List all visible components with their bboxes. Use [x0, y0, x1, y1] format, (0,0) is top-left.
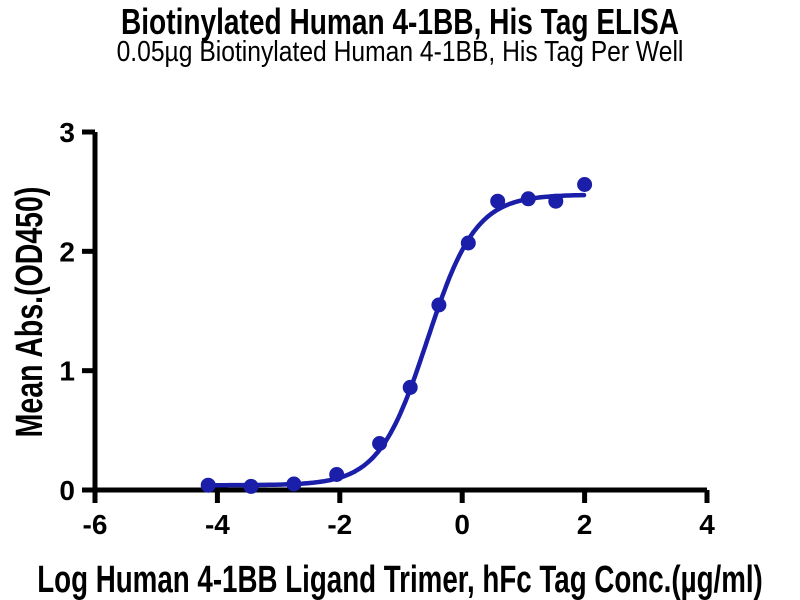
axis-spines	[92, 132, 707, 493]
x-axis-tick-label: -6	[83, 509, 108, 540]
data-point-marker	[548, 193, 564, 209]
data-point-marker	[577, 177, 593, 192]
chart-title: Biotinylated Human 4-1BB, His Tag ELISA	[120, 1, 680, 42]
axes-layer: -6 -4 -2 0 2 4 0 1 2 3	[59, 117, 715, 540]
y-axis-tick-label: 0	[59, 475, 75, 506]
chart-subtitle: 0.05µg Biotinylated Human 4-1BB, His Tag…	[116, 36, 684, 68]
y-axis-tick-label: 2	[59, 236, 75, 267]
fit-curve-line	[204, 192, 587, 488]
x-axis-tick-label: 0	[454, 509, 470, 540]
data-points-layer	[200, 177, 593, 494]
x-axis-tick-label: 4	[699, 509, 715, 540]
data-point-marker	[200, 477, 216, 493]
data-point-marker	[372, 436, 388, 451]
x-axis-title: Log Human 4-1BB Ligand Trimer, hFc Tag C…	[37, 559, 763, 600]
y-axis-tick-label: 3	[59, 117, 75, 148]
data-point-marker	[460, 235, 476, 251]
data-point-marker	[329, 467, 345, 482]
fit-curve-layer	[204, 192, 587, 488]
x-axis-tick-label: -2	[327, 509, 352, 540]
data-point-marker	[286, 476, 302, 492]
y-axis-title: Mean Abs.(OD450)	[9, 187, 51, 438]
data-point-marker	[243, 478, 259, 494]
data-point-marker	[490, 193, 506, 209]
data-point-marker	[520, 191, 536, 207]
y-axis-tick-label: 1	[59, 356, 75, 387]
x-axis-tick-label: -4	[205, 509, 230, 540]
data-point-marker	[402, 379, 418, 395]
data-point-marker	[431, 297, 447, 313]
x-axis-tick-label: 2	[577, 509, 593, 540]
